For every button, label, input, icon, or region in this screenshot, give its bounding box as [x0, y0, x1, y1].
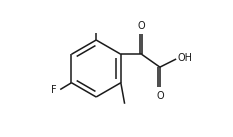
Text: O: O — [156, 91, 164, 101]
Text: F: F — [51, 85, 56, 95]
Text: O: O — [138, 21, 145, 31]
Text: OH: OH — [177, 53, 192, 63]
